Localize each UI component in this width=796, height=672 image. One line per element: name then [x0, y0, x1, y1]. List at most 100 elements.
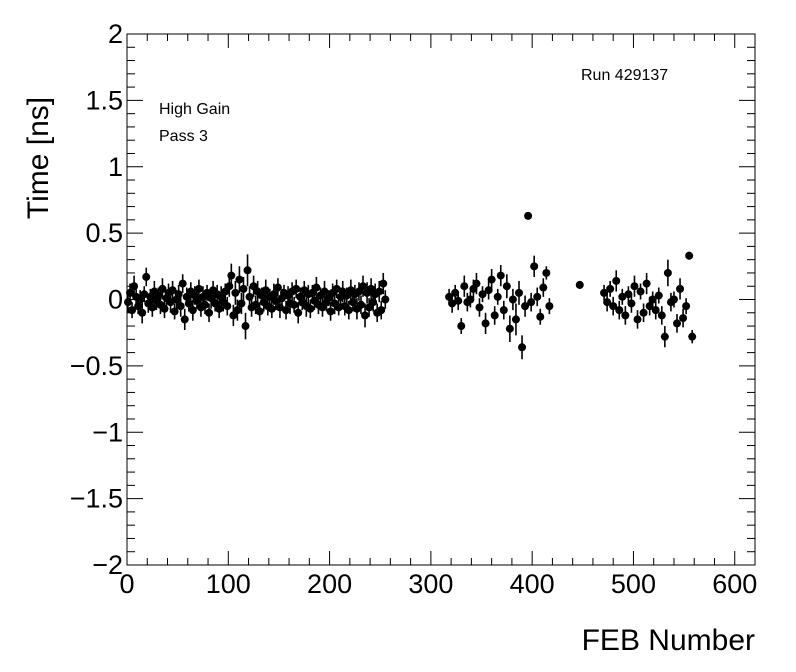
marker — [657, 311, 666, 320]
y-tick-label: −0.5 — [70, 351, 123, 381]
data-point — [679, 308, 688, 328]
data-point — [545, 298, 554, 315]
data-point — [490, 306, 499, 325]
marker — [493, 292, 502, 301]
marker — [669, 295, 678, 304]
marker — [326, 307, 335, 316]
marker — [490, 311, 499, 320]
y-tick-label: 1 — [108, 152, 123, 182]
marker — [178, 279, 187, 288]
data-point — [676, 278, 685, 300]
data-point — [243, 254, 252, 287]
data-point — [481, 312, 490, 335]
marker — [505, 324, 514, 333]
data-point — [326, 302, 335, 321]
data-point — [142, 267, 151, 287]
y-tick-label: 0 — [108, 285, 123, 315]
data-point — [379, 272, 388, 295]
data-point — [267, 299, 276, 319]
marker — [200, 300, 209, 309]
marker — [679, 314, 688, 323]
data-point — [292, 279, 301, 299]
marker — [673, 319, 682, 328]
data-point — [192, 292, 201, 309]
data-point — [166, 291, 175, 313]
x-tick-label: 300 — [408, 569, 453, 599]
marker — [290, 300, 299, 309]
data-point — [636, 283, 645, 300]
marker — [475, 303, 484, 312]
data-point — [648, 291, 657, 308]
data-point — [539, 278, 548, 297]
marker — [377, 306, 386, 315]
data-point — [205, 303, 214, 323]
marker — [676, 284, 685, 293]
marker — [533, 292, 542, 301]
data-point — [530, 255, 539, 277]
marker — [180, 315, 189, 324]
data-point — [184, 295, 193, 312]
run-annotation: Run 429137 — [581, 67, 668, 84]
marker — [140, 290, 149, 299]
data-point — [271, 291, 280, 311]
data-point — [660, 326, 669, 348]
x-tick-label: 100 — [206, 569, 251, 599]
marker — [237, 299, 246, 308]
y-tick-label: 1.5 — [85, 85, 123, 115]
data-point — [460, 275, 469, 297]
x-tick-label: 0 — [119, 569, 134, 599]
data-point — [536, 308, 545, 325]
marker — [227, 271, 236, 280]
marker — [194, 284, 203, 293]
marker — [261, 286, 270, 295]
data-point — [527, 292, 536, 312]
marker — [688, 332, 697, 341]
marker — [294, 308, 303, 317]
data-point — [682, 298, 691, 315]
data-point — [663, 259, 672, 287]
marker — [192, 296, 201, 305]
data-point — [618, 288, 627, 305]
marker — [539, 283, 548, 292]
y-tick-label: 2 — [108, 19, 123, 49]
data-point — [493, 288, 502, 305]
marker — [126, 288, 135, 297]
y-tick-label: 0.5 — [85, 218, 123, 248]
marker — [168, 286, 177, 295]
marker — [478, 290, 487, 299]
data-point — [188, 299, 197, 321]
data-point — [140, 286, 149, 303]
data-point — [126, 283, 135, 303]
data-point — [612, 270, 621, 292]
data-point — [160, 299, 169, 319]
marker — [239, 284, 248, 293]
marker — [508, 295, 517, 304]
marker — [530, 262, 539, 271]
marker — [460, 282, 469, 291]
marker — [148, 303, 157, 312]
data-point — [227, 263, 236, 288]
y-tick-label: −1.5 — [70, 484, 123, 514]
marker — [621, 311, 630, 320]
data-point — [356, 295, 365, 315]
marker — [502, 282, 511, 291]
data-point — [603, 292, 612, 312]
marker — [128, 306, 137, 315]
data-point — [194, 279, 203, 299]
marker — [170, 307, 179, 316]
marker — [223, 302, 232, 311]
tick-labels: 0 100 200 300 400 500 600 2 1.5 1 0.5 0 −0.5 −1 −1.5 −2 — [70, 19, 758, 599]
marker — [251, 300, 260, 309]
data-point — [639, 303, 648, 323]
marker — [514, 288, 523, 297]
marker — [499, 306, 508, 315]
data-point — [239, 276, 248, 301]
marker — [166, 298, 175, 307]
marker — [682, 302, 691, 311]
data-point — [178, 274, 187, 293]
marker — [651, 306, 660, 315]
marker — [642, 279, 651, 288]
marker — [645, 302, 654, 311]
marker — [639, 308, 648, 317]
